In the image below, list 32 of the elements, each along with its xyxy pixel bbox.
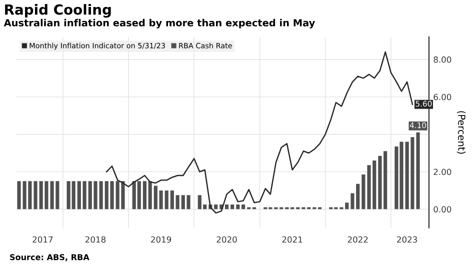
y-axis-title: (Percent) (456, 111, 466, 154)
bar (362, 174, 366, 210)
bar (214, 204, 218, 210)
bar (224, 204, 229, 210)
y-tick-label: 0.00 (434, 206, 452, 212)
bar (236, 204, 240, 210)
bar (17, 181, 21, 210)
x-tick-label: 2017 (32, 236, 53, 243)
chart-title: Rapid Cooling (5, 4, 111, 18)
bar (176, 195, 180, 210)
x-tick-label: 2023 (397, 236, 417, 243)
y-tick-label: 6.00 (434, 94, 452, 100)
bar (170, 190, 174, 210)
x-tick-label: 2019 (151, 236, 172, 243)
bar (416, 132, 420, 210)
bar (34, 181, 38, 210)
bar (378, 156, 382, 210)
x-tick-label: 2021 (282, 236, 302, 243)
y-tick-label: 2.00 (434, 168, 452, 176)
bar (142, 181, 146, 210)
bar (164, 190, 168, 210)
bar (99, 181, 103, 210)
bar (384, 151, 388, 210)
bar (230, 204, 234, 210)
bar (241, 204, 246, 210)
y-tick-label: 8.00 (434, 56, 452, 63)
x-tick-label: 2022 (348, 236, 368, 243)
bar (148, 181, 152, 210)
source-note: Source: ABS, RBA (10, 254, 90, 262)
x-tick-label: 2018 (85, 236, 106, 243)
x-tick-label: 2020 (216, 236, 237, 243)
chart-subtitle: Australian inflation eased by more than expected in May (4, 18, 315, 28)
